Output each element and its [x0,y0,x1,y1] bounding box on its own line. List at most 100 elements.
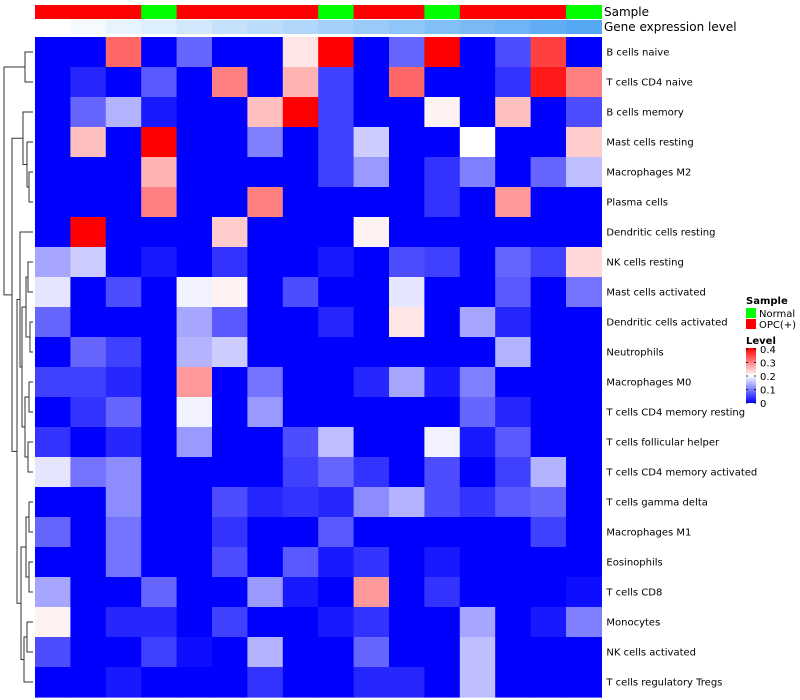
heatmap-cell [530,487,567,518]
heatmap-cell [424,187,461,218]
gene-expression-annotation-cell [247,20,284,34]
heatmap-cell [70,457,107,488]
heatmap-cell [70,97,107,128]
heatmap-cell [495,37,532,68]
heatmap-cell [105,367,142,398]
row-label: B cells memory [606,108,683,119]
dendrogram-branch [23,636,33,683]
heatmap-cell [247,247,284,278]
dendrogram-branch [28,171,33,203]
heatmap-cell [70,367,107,398]
heatmap-cell [35,457,71,488]
heatmap-cell [70,37,107,68]
heatmap-cell [212,367,248,398]
legend-level-colorbar [746,348,756,403]
heatmap-cell [318,397,355,428]
heatmap-cell [176,607,213,638]
heatmap-cell [530,97,567,128]
heatmap-cell [212,487,248,518]
heatmap-cell [35,247,71,278]
heatmap-cell [282,457,319,488]
row-label: T cells CD4 memory resting [605,408,745,419]
heatmap-cell [495,217,532,248]
heatmap-cell [389,457,425,488]
heatmap-cell [282,637,319,668]
dendrogram-branch [26,621,33,653]
heatmap-cell [70,667,107,698]
heatmap-cell [389,547,425,578]
heatmap-cell [566,367,602,398]
annotation-label-sample: Sample [604,5,649,19]
heatmap-cell [495,637,532,668]
heatmap-cell [353,247,390,278]
row-dendrogram [3,51,33,683]
heatmap-cell [424,307,461,338]
dendrogram-branch [24,51,33,83]
heatmap-cell [318,487,355,518]
heatmap-cell [35,577,71,608]
heatmap-cell [530,547,567,578]
heatmap-cell [389,97,425,128]
heatmap-cell [105,37,142,68]
heatmap-cell [141,157,178,188]
heatmap-cell [318,457,355,488]
heatmap-cell [282,157,319,188]
heatmap-cell [318,37,355,68]
heatmap-cell [105,457,142,488]
heatmap-cell [495,607,532,638]
heatmap-cell [105,307,142,338]
legend-sample: Sample Normal OPC(+) [746,296,796,331]
gene-expression-annotation-cell [212,20,248,34]
gene-expression-annotation-cell [495,20,532,34]
dendrogram-branch [28,381,33,413]
gene-expression-annotation-cell [176,20,213,34]
legend-level-tick-0: 0 [760,399,766,410]
heatmap-cell [566,337,602,368]
sample-annotation-cell [141,5,178,19]
heatmap-cell [353,637,390,668]
heatmap-cell [105,487,142,518]
heatmap-cell [176,217,213,248]
heatmap-cell [566,187,602,218]
heatmap-cell [141,397,178,428]
heatmap-cell [105,577,142,608]
heatmap-cell [247,67,284,98]
heatmap-cell [353,307,390,338]
heatmap-cell [35,37,71,68]
heatmap-cell [282,247,319,278]
heatmap-cell [530,427,567,458]
heatmap-cell [459,337,496,368]
heatmap-cell [530,217,567,248]
heatmap-cell [566,277,602,308]
heatmap-cell [141,307,178,338]
heatmap-cell [141,547,178,578]
heatmap-cell [282,67,319,98]
heatmap-cell [70,157,107,188]
heatmap-cell [495,577,532,608]
heatmap-cell [70,547,107,578]
heatmap-cell [35,337,71,368]
heatmap-cell [530,607,567,638]
heatmap-cell [247,667,284,698]
heatmap-cell [530,637,567,668]
heatmap-cell [141,427,178,458]
heatmap-cell [389,307,425,338]
gene-expression-annotation-cell [35,20,71,34]
heatmap-cell [35,637,71,668]
heatmap-cell [389,67,425,98]
heatmap-cell [176,667,213,698]
heatmap-cell [35,157,71,188]
heatmap-cell [389,277,425,308]
heatmap-cell [141,457,178,488]
heatmap-cell [105,127,142,158]
sample-annotation-cell [424,5,461,19]
heatmap-cell [141,37,178,68]
heatmap-cell [530,367,567,398]
heatmap-cell [282,307,319,338]
heatmap-cell [389,637,425,668]
heatmap-cell [566,607,602,638]
legend-level-tick-0.4: 0.4 [760,345,776,356]
heatmap-cell [282,337,319,368]
sample-annotation-cell [70,5,107,19]
row-labels: B cells naive T cells CD4 naive B cells me… [605,48,757,689]
